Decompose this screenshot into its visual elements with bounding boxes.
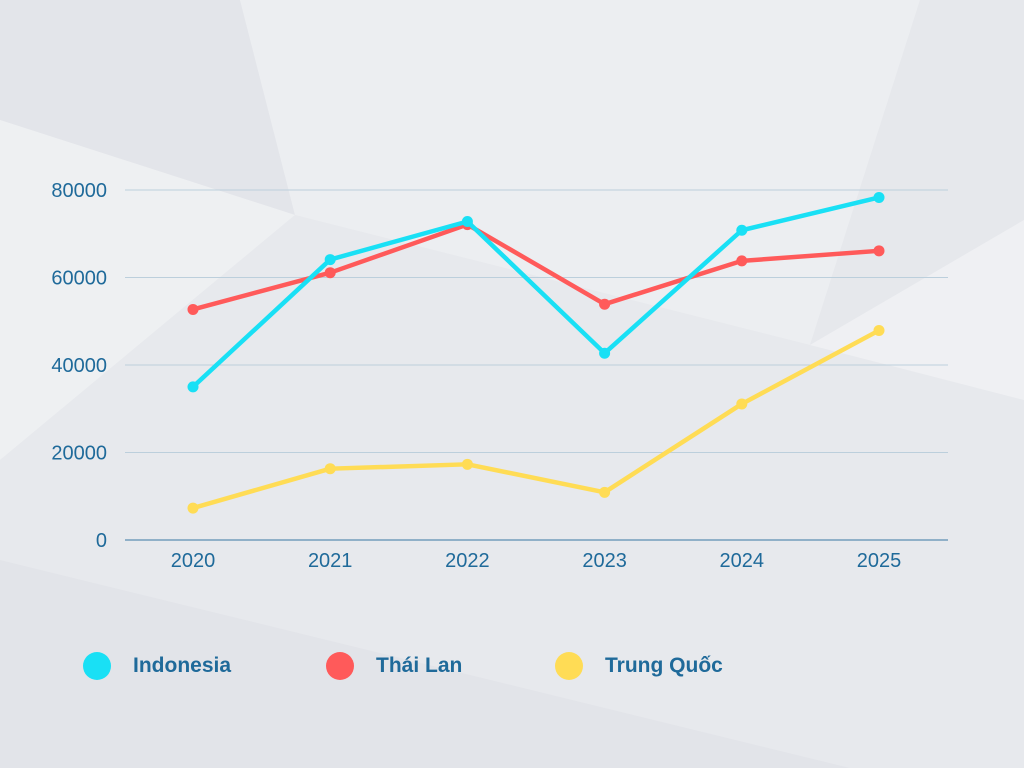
x-tick-label: 2021	[308, 550, 353, 572]
legend-item-thai-lan[interactable]: Thái Lan	[326, 652, 462, 680]
y-tick-label: 0	[96, 530, 107, 552]
legend-label: Trung Quốc	[605, 654, 723, 677]
data-point	[461, 216, 473, 227]
y-tick-label: 20000	[51, 443, 107, 465]
legend-label: Thái Lan	[376, 654, 463, 677]
series-line	[192, 222, 880, 312]
data-point	[187, 381, 199, 393]
data-point	[873, 324, 885, 336]
legend-label: Indonesia	[133, 654, 232, 677]
data-point	[324, 267, 336, 279]
legend-marker	[326, 652, 354, 680]
x-tick-label: 2025	[857, 550, 902, 572]
data-point	[324, 254, 336, 266]
y-tick-label: 60000	[51, 268, 107, 290]
x-tick-label: 2020	[171, 550, 216, 572]
legend: Indonesia Thái Lan Trung Quốc	[0, 652, 1024, 688]
data-point	[599, 486, 611, 498]
y-tick-label: 80000	[51, 180, 107, 202]
data-point	[461, 458, 473, 470]
data-point	[324, 463, 336, 475]
data-point	[736, 224, 748, 236]
x-tick-label: 2022	[445, 550, 490, 572]
data-point	[873, 191, 885, 203]
legend-item-indonesia[interactable]: Indonesia	[83, 652, 231, 680]
data-point	[736, 398, 748, 410]
legend-item-trung-quoc[interactable]: Trung Quốc	[555, 652, 723, 680]
y-tick-label: 40000	[51, 355, 107, 377]
series-line	[191, 195, 880, 389]
data-point	[187, 303, 199, 315]
data-point	[599, 298, 611, 310]
data-point	[187, 502, 199, 514]
data-point	[599, 347, 611, 359]
data-point	[736, 255, 748, 267]
series-line	[192, 328, 881, 511]
x-tick-label: 2023	[582, 550, 627, 572]
series-indonesia	[187, 191, 885, 393]
legend-marker	[555, 652, 583, 680]
x-tick-label: 2024	[720, 550, 765, 572]
legend-marker	[83, 652, 111, 680]
data-point	[873, 245, 885, 257]
series-trung-quốc	[187, 324, 885, 514]
series-thái-lan	[187, 219, 885, 315]
